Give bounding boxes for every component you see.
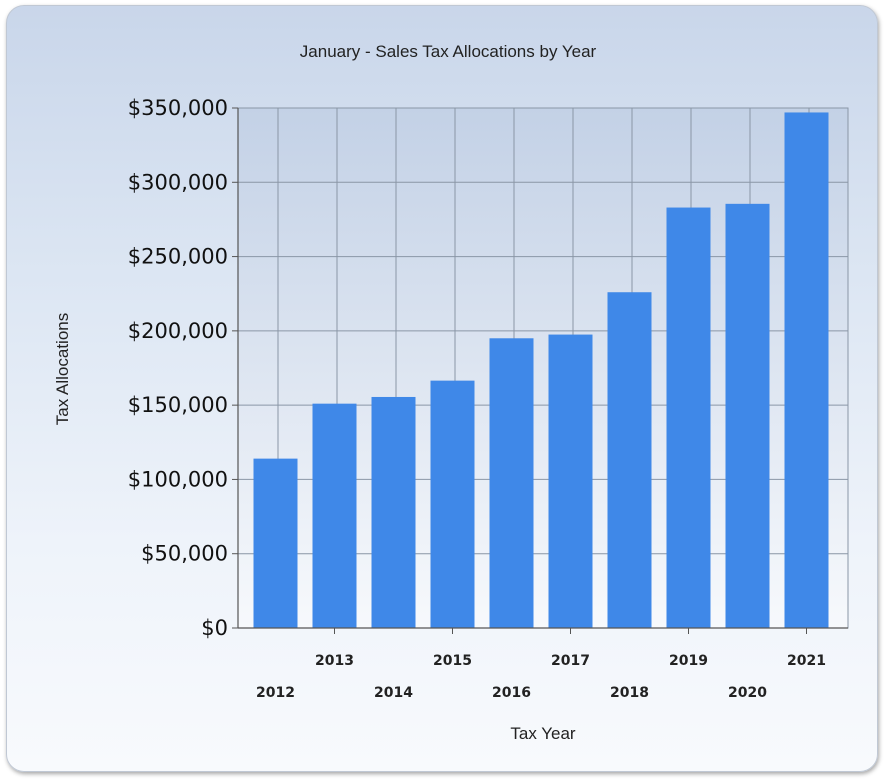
y-tick-label: $350,000 [128,96,228,120]
x-tick-label: 2012 [256,685,295,701]
bar-2018 [607,292,652,628]
x-axis-label: Tax Year [510,724,576,743]
bar-2019 [666,207,711,629]
bar-2017 [548,334,593,628]
bar-2016 [489,338,534,628]
y-tick-label: $100,000 [128,467,228,491]
y-tick-label: $200,000 [128,319,228,343]
axes [232,107,848,634]
x-tick-label: 2018 [610,685,649,701]
y-tick-label: $150,000 [128,393,228,417]
bars [253,112,829,629]
x-tick-label: 2019 [669,653,708,669]
x-tick-label: 2020 [728,685,767,701]
bar-2021 [784,112,829,628]
bar-2020 [725,203,770,629]
x-tick-label: 2017 [551,653,590,669]
y-axis-label: Tax Allocations [53,313,72,425]
bar-2013 [312,403,357,628]
y-tick-label: $0 [201,616,228,640]
y-tick-label: $300,000 [128,170,228,194]
chart-title: January - Sales Tax Allocations by Year [300,42,597,61]
x-tick-label: 2015 [433,653,472,669]
x-tick-labels: 2012 2013 2014 2015 2016 2017 2018 2019 2020 2021 [256,653,826,701]
y-tick-label: $50,000 [141,542,228,566]
bar-2014 [371,396,416,628]
y-tick-label: $250,000 [128,245,228,269]
bar-2012 [253,458,298,628]
x-tick-label: 2013 [315,653,354,669]
bar-2015 [430,380,475,628]
x-tick-label: 2016 [492,685,531,701]
y-tick-labels: $0 $50,000 $100,000 $150,000 $200,000 $250,00… [128,96,228,640]
x-tick-label: 2014 [374,685,413,701]
x-tick-label: 2021 [787,653,826,669]
